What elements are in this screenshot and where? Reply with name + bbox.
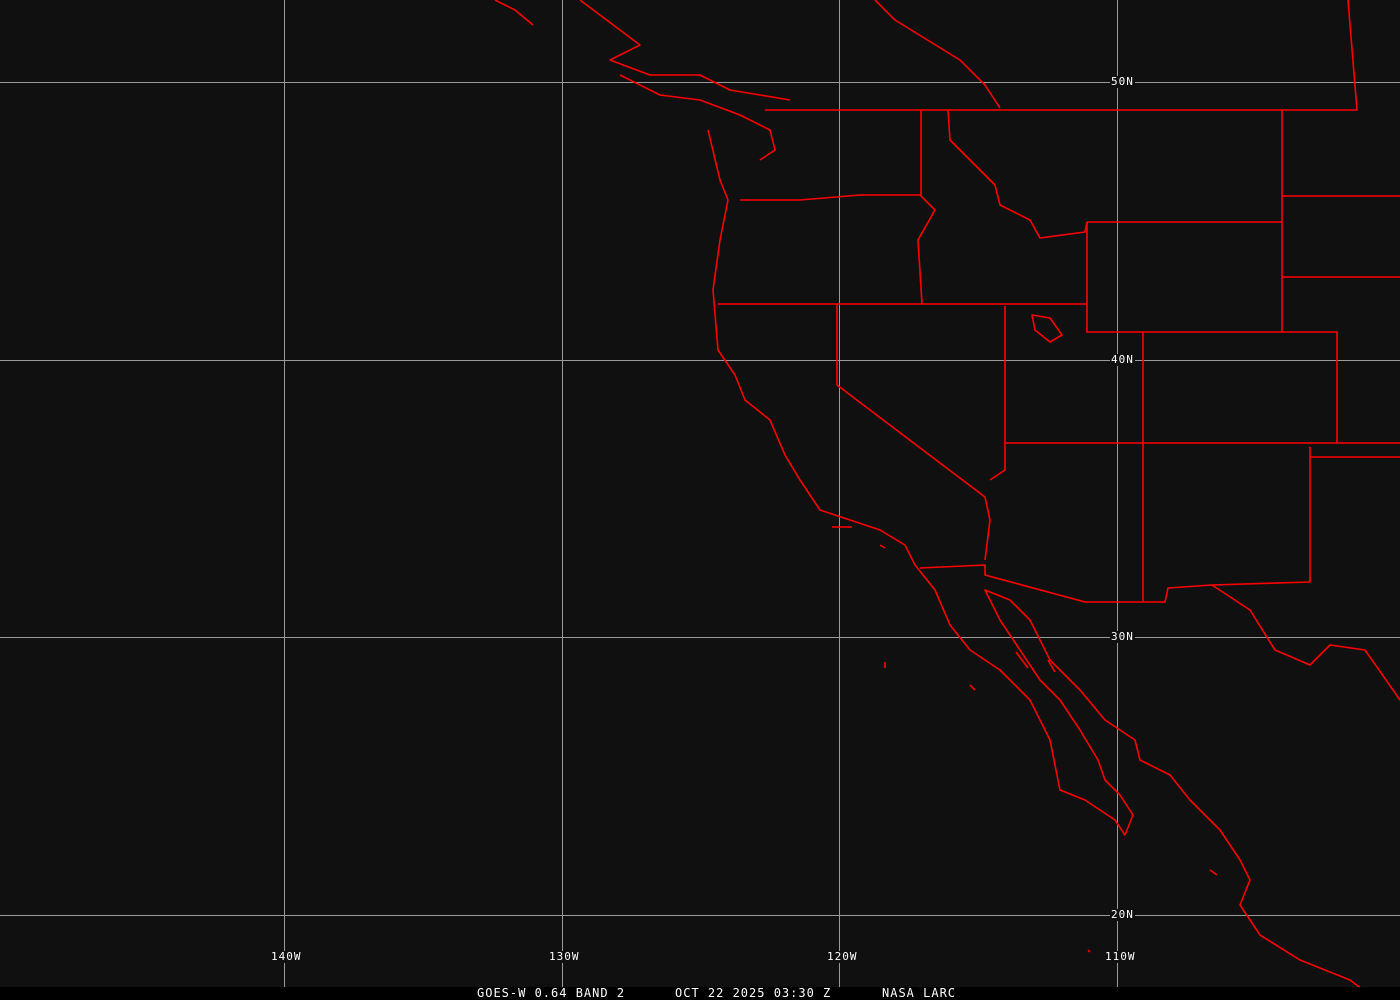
great-salt-lake xyxy=(1031,314,1063,343)
coastline-pacific xyxy=(707,129,1361,987)
caption-source: NASA LARC xyxy=(882,986,957,1000)
political-borders xyxy=(494,0,1400,987)
lat-label-30n: 30N xyxy=(1110,630,1135,643)
caption-product: GOES-W 0.64 BAND 2 xyxy=(477,986,626,1000)
islands xyxy=(832,526,1218,953)
lat-label-50n: 50N xyxy=(1110,75,1135,88)
caption-datetime: OCT 22 2025 03:30 Z xyxy=(675,986,832,1000)
state-borders xyxy=(718,109,1400,602)
lon-label-140w: 140W xyxy=(270,950,303,963)
lon-label-120w: 120W xyxy=(826,950,859,963)
lat-label-40n: 40N xyxy=(1110,353,1135,366)
lon-label-110w: 110W xyxy=(1104,950,1137,963)
us-canada-border xyxy=(765,0,1358,111)
coastline-bc-islands xyxy=(494,0,791,161)
coastline-bc-north xyxy=(874,0,1001,109)
us-mexico-border xyxy=(919,564,1400,701)
lon-label-130w: 130W xyxy=(548,950,581,963)
lat-label-20n: 20N xyxy=(1110,908,1135,921)
image-caption: GOES-W 0.64 BAND 2 OCT 22 2025 03:30 Z N… xyxy=(0,987,1400,1000)
